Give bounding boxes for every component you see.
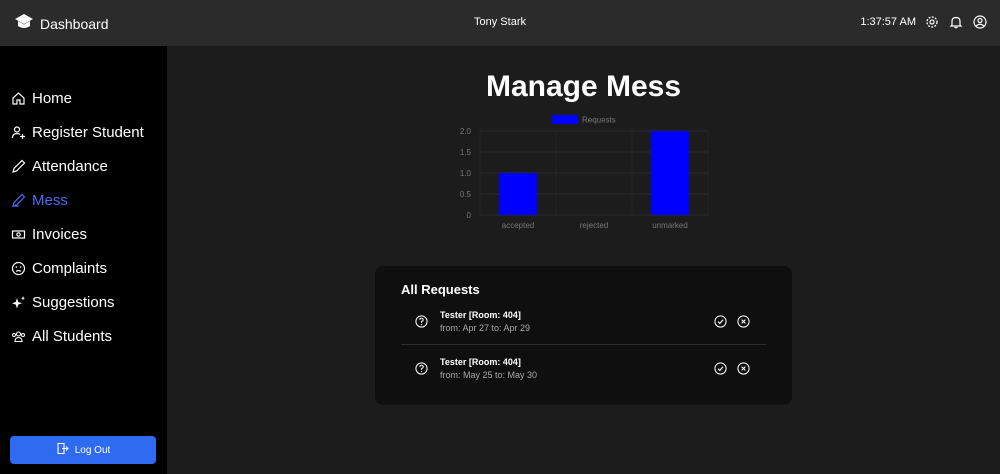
home-icon: [10, 91, 26, 107]
legend-swatch: [552, 115, 578, 124]
y-tick-label: 1.5: [460, 148, 472, 157]
logout-button[interactable]: Log Out: [10, 436, 156, 464]
y-tick-label: 0.5: [460, 190, 472, 199]
sidebar-item-suggestions[interactable]: Suggestions: [10, 294, 115, 311]
accept-icon[interactable]: [714, 315, 727, 333]
sidebar-item-mess[interactable]: Mess: [10, 192, 68, 209]
request-dates: from: Apr 27 to: Apr 29: [440, 323, 531, 333]
user-plus-icon: [10, 125, 26, 141]
graduation-cap-icon: [14, 13, 34, 34]
sparkles-icon: [10, 295, 26, 311]
account-icon[interactable]: [972, 14, 988, 30]
sidebar-item-label: Home: [32, 90, 73, 107]
logout-icon: [56, 442, 69, 458]
question-icon: [415, 315, 428, 333]
sidebar-item-label: All Students: [32, 328, 113, 345]
y-tick-label: 2.0: [460, 127, 472, 136]
sidebar-item-home[interactable]: Home: [10, 90, 72, 107]
sidebar-item-complaints[interactable]: Complaints: [10, 260, 107, 277]
sidebar-item-label: Invoices: [32, 226, 88, 243]
sidebar-item-invoices[interactable]: Invoices: [10, 226, 87, 243]
sidebar-item-attendance[interactable]: Attendance: [10, 158, 108, 175]
question-icon: [415, 362, 428, 380]
clock: 1:37:57 AM: [860, 16, 916, 28]
brush-icon: [10, 193, 26, 209]
y-tick-label: 0: [467, 211, 472, 220]
x-tick-label: rejected: [580, 221, 608, 230]
requests-title: All Requests: [401, 282, 480, 297]
reject-icon[interactable]: [737, 362, 750, 380]
logout-label: Log Out: [74, 444, 111, 456]
sidebar-item-label: Register Student: [32, 124, 144, 141]
sidebar-item-register-student[interactable]: Register Student: [10, 124, 144, 141]
request-name: Tester [Room: 404]: [440, 357, 521, 367]
brand-title: Dashboard: [40, 15, 109, 32]
list-item: Tester [Room: 404] from: May 25 to: May …: [401, 353, 766, 397]
gear-icon[interactable]: [924, 14, 940, 30]
accept-icon[interactable]: [714, 362, 727, 380]
page-title: Manage Mess: [485, 70, 682, 103]
sidebar-item-label: Attendance: [32, 158, 108, 175]
bar-accepted: [499, 173, 537, 215]
requests-chart: 2.0 1.5 1.0 0.5 0 accepted rejected unmarked Req…: [460, 115, 709, 230]
brand[interactable]: Dashboard: [14, 13, 109, 34]
sidebar: Home Register Student Attendance Mess In…: [0, 46, 167, 474]
frown-icon: [10, 261, 26, 277]
cash-icon: [10, 227, 26, 243]
request-name: Tester [Room: 404]: [440, 310, 521, 320]
reject-icon[interactable]: [737, 315, 750, 333]
x-tick-label: accepted: [502, 221, 534, 230]
bell-icon[interactable]: [948, 14, 964, 30]
top-bar: Dashboard Tony Stark 1:37:57 AM: [0, 0, 1000, 46]
sidebar-item-all-students[interactable]: All Students: [10, 328, 112, 345]
pencil-icon: [10, 159, 26, 175]
y-tick-label: 1.0: [460, 169, 472, 178]
requests-card: All Requests Tester [Room: 404] from: Ap…: [375, 266, 792, 405]
request-dates: from: May 25 to: May 30: [440, 370, 538, 380]
x-tick-label: unmarked: [652, 221, 688, 230]
legend-label: Requests: [582, 116, 616, 125]
divider: [401, 344, 766, 345]
list-item: Tester [Room: 404] from: Apr 27 to: Apr …: [401, 306, 766, 350]
users-icon: [10, 329, 26, 345]
bar-unmarked: [651, 131, 689, 215]
sidebar-item-label: Complaints: [32, 260, 108, 277]
sidebar-item-label: Suggestions: [32, 294, 115, 311]
sidebar-item-label: Mess: [32, 192, 68, 209]
user-name: Tony Stark: [474, 16, 526, 28]
